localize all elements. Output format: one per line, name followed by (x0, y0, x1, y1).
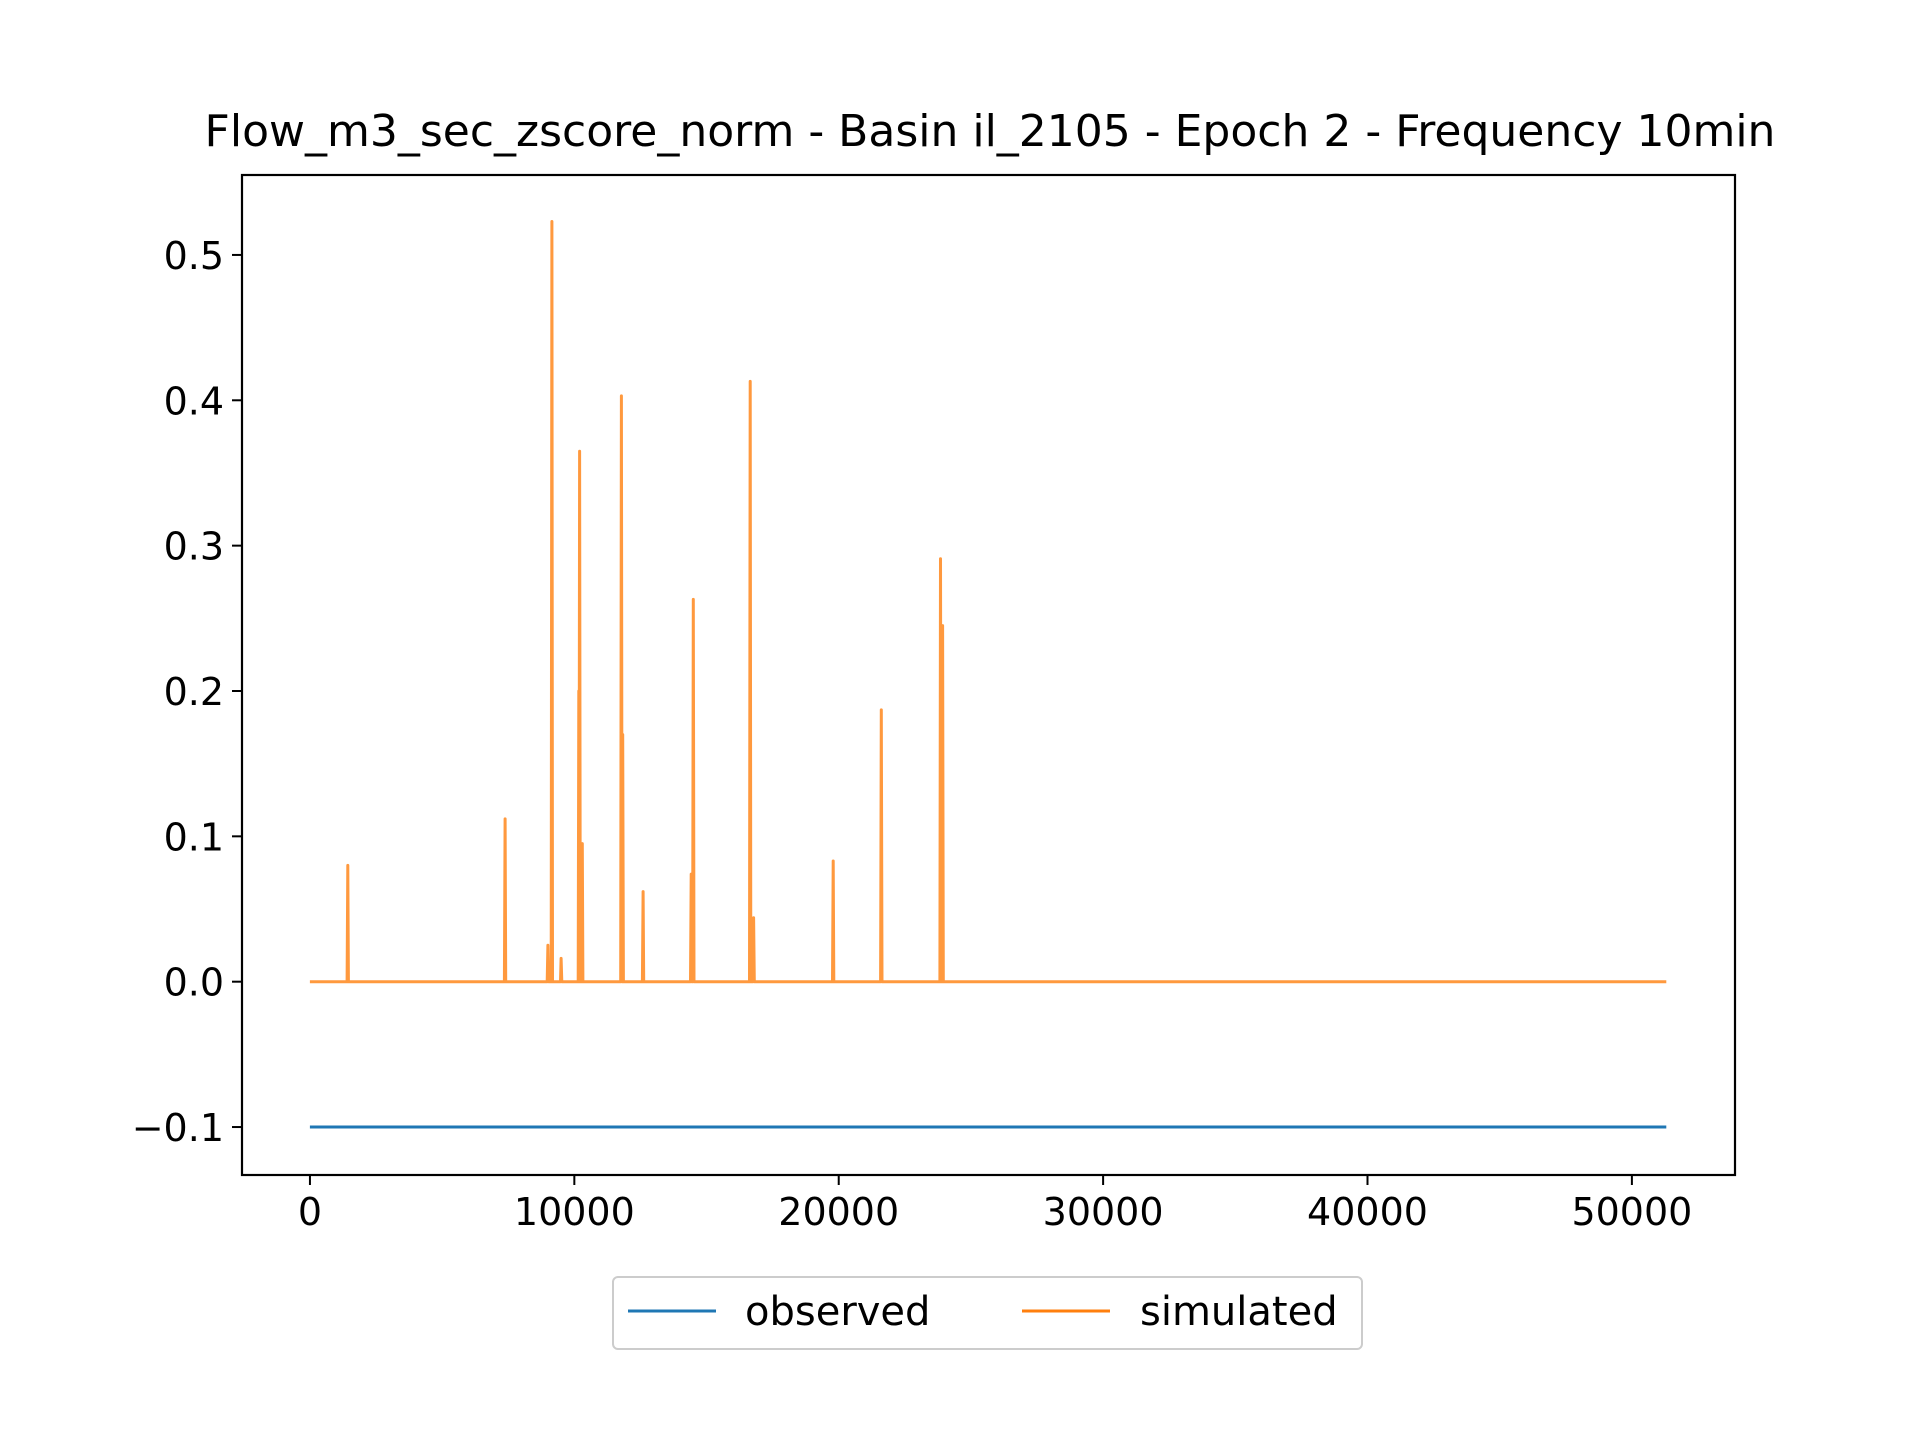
y-tick-label: 0.2 (164, 670, 224, 714)
y-tick-label: −0.1 (132, 1106, 224, 1150)
y-tick-label: 0.4 (164, 379, 224, 423)
x-tick-label: 50000 (1571, 1190, 1692, 1234)
x-tick-label: 30000 (1043, 1190, 1164, 1234)
legend-label-observed: observed (745, 1289, 930, 1335)
y-tick-label: 0.3 (164, 525, 224, 569)
plot-area (309, 220, 1667, 1129)
series-line-simulated (309, 220, 1667, 984)
x-tick-label: 20000 (778, 1190, 899, 1234)
axes: 0 10000 20000 30000 40000 50000 −0.1 0.0 0.1 0.2 0… (132, 234, 1693, 1234)
legend: observed simulated (612, 1276, 1363, 1350)
legend-frame (612, 1276, 1363, 1350)
chart-title: Flow_m3_sec_zscore_norm - Basin il_2105 … (205, 106, 1776, 157)
y-tick-label: 0.5 (164, 234, 224, 278)
legend-label-simulated: simulated (1140, 1289, 1338, 1335)
y-tick-label: 0.0 (164, 961, 224, 1005)
x-tick-label: 0 (298, 1190, 322, 1234)
x-tick-label: 40000 (1307, 1190, 1428, 1234)
y-tick-label: 0.1 (164, 815, 224, 859)
plot-frame (240, 173, 1737, 1177)
x-tick-label: 10000 (514, 1190, 635, 1234)
